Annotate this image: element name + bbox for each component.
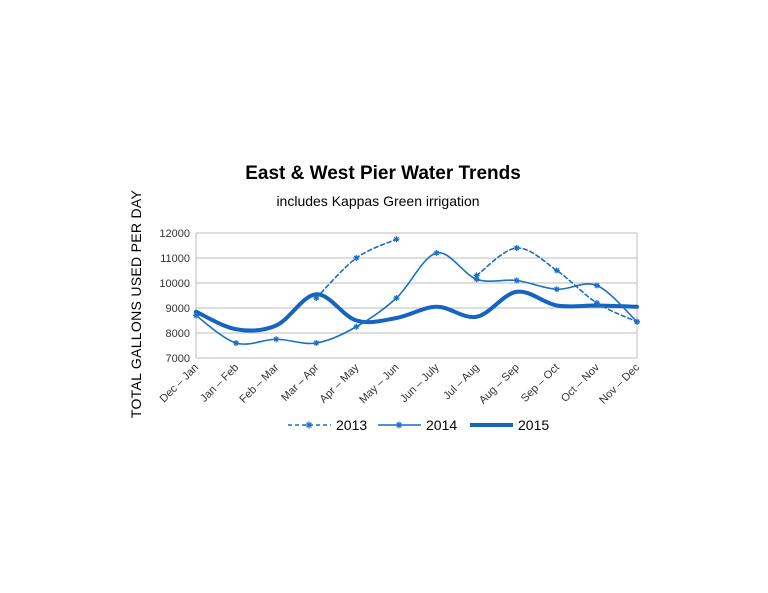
x-tick-label: Apr – May <box>318 361 362 405</box>
data-point-2014 <box>593 282 600 289</box>
series-line-2015 <box>194 289 639 333</box>
y-tick-label: 9000 <box>166 303 190 315</box>
data-point-2013 <box>593 300 600 306</box>
legend-label: 2014 <box>426 417 457 433</box>
data-point-2013 <box>634 318 640 325</box>
x-tick-label: Jun – July <box>398 361 442 405</box>
y-tick-label: 7000 <box>166 353 190 365</box>
x-tick-label: Oct – Nov <box>559 361 602 404</box>
data-point-2014 <box>273 336 280 343</box>
series-2015 <box>194 289 639 333</box>
y-axis-label: TOTAL GALLONS USED PER DAY <box>128 190 144 419</box>
x-tick-label: Dec – Jan <box>158 362 202 406</box>
x-tick-label: Feb – Mar <box>237 361 281 405</box>
data-point-2014 <box>553 286 560 293</box>
series-2014 <box>193 250 640 346</box>
data-point-2014 <box>473 276 480 283</box>
legend-item-2015: 2015 <box>470 417 549 433</box>
data-point-2014 <box>433 250 440 256</box>
data-point-2014 <box>313 340 320 346</box>
series-line-2013 <box>315 238 398 299</box>
legend-item-2013: 2013 <box>288 417 367 433</box>
data-point-2014 <box>393 295 400 301</box>
x-tick-label: Jul – Aug <box>441 362 481 402</box>
x-tick-label: Nov – Dec <box>597 361 642 406</box>
series-line-2013 <box>475 247 638 323</box>
data-point-2014 <box>353 323 360 330</box>
x-tick-label: Sep – Oct <box>519 362 562 405</box>
x-tick-label: Mar – Apr <box>279 361 321 403</box>
y-tick-label: 12000 <box>159 228 190 240</box>
data-point-2014 <box>233 340 240 346</box>
series-group <box>193 236 640 346</box>
data-point-2013 <box>473 272 480 279</box>
y-tick-labels: 7000 8000 9000 10000 11000 12000 <box>159 228 190 365</box>
legend: 2013 2014 2015 <box>288 417 549 433</box>
x-tick-label: Aug – Sep <box>477 362 522 407</box>
legend-marker <box>395 421 403 429</box>
y-tick-label: 8000 <box>166 328 190 340</box>
y-tick-label: 11000 <box>160 253 190 265</box>
data-point-2013 <box>393 236 400 243</box>
data-point-2013 <box>313 295 320 301</box>
legend-label: 2015 <box>518 417 549 433</box>
grid <box>195 232 638 359</box>
legend-label: 2013 <box>336 417 367 433</box>
x-tick-label: May – Jun <box>357 362 401 406</box>
legend-item-2014: 2014 <box>378 417 457 433</box>
series-2013 <box>313 236 640 325</box>
legend-marker <box>305 421 313 429</box>
y-tick-label: 10000 <box>159 278 190 290</box>
chart-title: East & West Pier Water Trends <box>245 163 521 184</box>
data-point-2014 <box>193 312 199 319</box>
data-point-2013 <box>353 255 360 261</box>
data-point-2014 <box>513 277 520 284</box>
chart-subtitle: includes Kappas Green irrigation <box>276 193 479 209</box>
data-point-2013 <box>553 267 560 274</box>
x-tick-label: Jan – Feb <box>198 362 241 405</box>
data-point-2013 <box>513 245 520 251</box>
